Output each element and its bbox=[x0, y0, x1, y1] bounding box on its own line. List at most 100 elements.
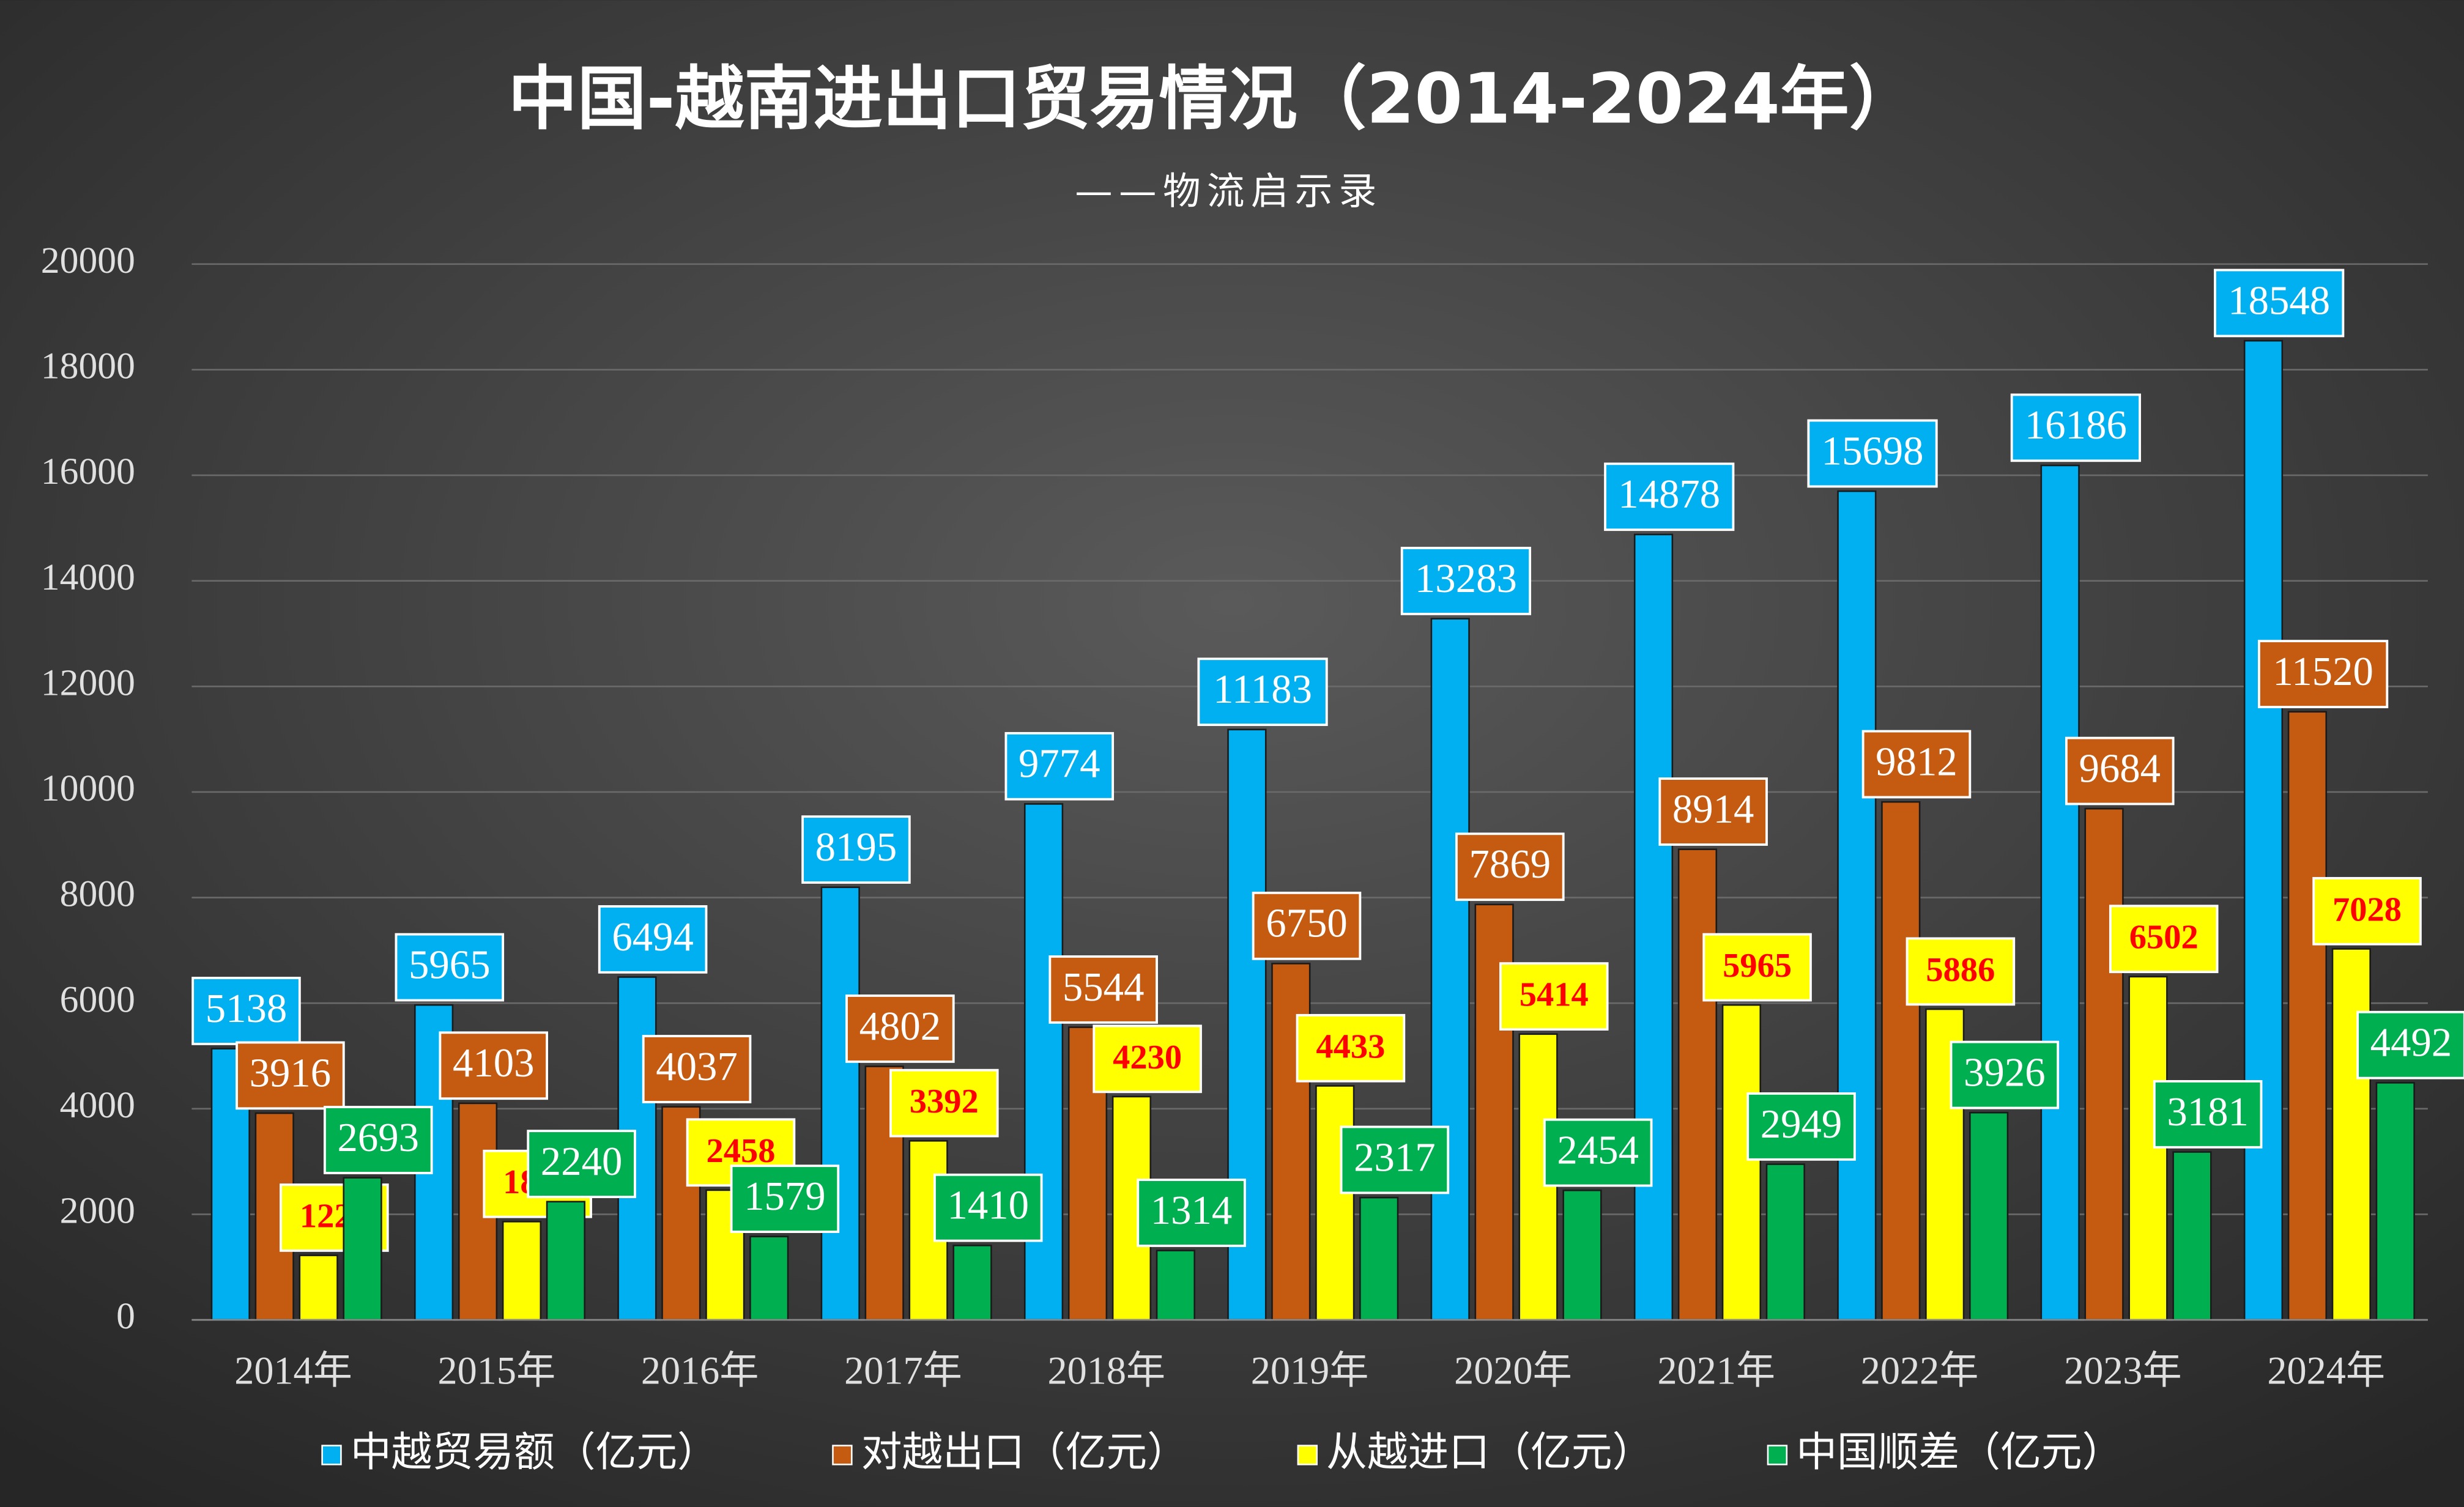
legend-label: 中国顺差（亿元） bbox=[1796, 1430, 2123, 1475]
data-label: 3916 bbox=[250, 1050, 332, 1095]
data-label: 7869 bbox=[1469, 842, 1551, 887]
data-label: 4037 bbox=[656, 1044, 738, 1089]
x-tick-label: 2014年 bbox=[234, 1349, 352, 1393]
data-label: 3926 bbox=[1964, 1050, 2046, 1095]
bar bbox=[749, 1235, 789, 1321]
bar bbox=[1315, 1085, 1355, 1321]
data-label-box bbox=[2010, 393, 2141, 462]
data-label: 1410 bbox=[947, 1183, 1029, 1228]
y-tick-label: 20000 bbox=[41, 240, 135, 281]
bar bbox=[1969, 1111, 2009, 1321]
bar bbox=[1765, 1163, 1805, 1321]
data-label-box bbox=[1048, 955, 1158, 1024]
data-label-box bbox=[1861, 730, 1972, 799]
data-label-box bbox=[1455, 832, 1565, 902]
data-label-box bbox=[1197, 657, 1328, 727]
data-label-box bbox=[395, 933, 505, 1002]
data-label-box bbox=[1137, 1179, 1246, 1247]
data-label: 16186 bbox=[2025, 402, 2127, 448]
data-label: 11520 bbox=[2273, 649, 2373, 694]
bar bbox=[2331, 948, 2371, 1321]
y-tick-label: 10000 bbox=[41, 768, 135, 809]
data-label-box bbox=[933, 1173, 1043, 1242]
data-label: 5414 bbox=[1520, 976, 1589, 1014]
data-label-box bbox=[191, 977, 301, 1045]
data-label: 18548 bbox=[2228, 278, 2330, 323]
bar bbox=[820, 886, 860, 1321]
bar bbox=[1562, 1189, 1602, 1321]
data-label: 2949 bbox=[1761, 1102, 1842, 1147]
bar bbox=[1837, 490, 1877, 1321]
data-label-box bbox=[2312, 876, 2422, 946]
bar bbox=[1359, 1196, 1399, 1321]
y-tick-label: 0 bbox=[116, 1295, 135, 1337]
data-label: 5965 bbox=[409, 942, 491, 987]
data-label: 7028 bbox=[2332, 891, 2402, 928]
data-label-box bbox=[439, 1031, 549, 1100]
y-tick-label: 4000 bbox=[60, 1084, 135, 1126]
bar bbox=[343, 1177, 382, 1321]
legend-label: 对越出口（亿元） bbox=[861, 1430, 1188, 1475]
bar bbox=[2172, 1151, 2212, 1321]
data-label-box bbox=[889, 1068, 999, 1138]
y-tick-label: 6000 bbox=[60, 979, 135, 1020]
data-label-box bbox=[1746, 1092, 1856, 1161]
data-label: 8195 bbox=[815, 824, 897, 870]
bar bbox=[1881, 801, 1921, 1321]
x-tick-label: 2022年 bbox=[1861, 1349, 1979, 1393]
bar bbox=[2040, 464, 2080, 1321]
x-tick-label: 2017年 bbox=[844, 1349, 962, 1393]
data-label: 2240 bbox=[541, 1139, 623, 1184]
data-label-box bbox=[2356, 1010, 2464, 1079]
bar bbox=[952, 1245, 992, 1321]
data-label: 4492 bbox=[2370, 1020, 2452, 1065]
data-label-box bbox=[1252, 891, 1362, 960]
bar bbox=[908, 1140, 948, 1321]
chart-title: 中国-越南进出口贸易情况（2014-2024年） bbox=[508, 59, 1918, 139]
data-label: 5886 bbox=[1926, 951, 1995, 989]
data-label-box bbox=[1906, 937, 2016, 1006]
data-label-box bbox=[2065, 736, 2175, 805]
data-label: 13283 bbox=[1415, 556, 1517, 601]
chart-subtitle: ——物流启示录 bbox=[1075, 169, 1382, 213]
data-label-box bbox=[1950, 1040, 2060, 1109]
y-tick-label: 18000 bbox=[41, 346, 135, 387]
data-label-box bbox=[2109, 905, 2219, 974]
data-label: 14878 bbox=[1618, 472, 1720, 517]
data-label-box bbox=[2214, 268, 2345, 338]
y-tick-label: 12000 bbox=[41, 662, 135, 703]
x-tick-label: 2016年 bbox=[641, 1349, 759, 1393]
data-label: 2693 bbox=[338, 1115, 420, 1160]
data-label-box bbox=[1400, 547, 1532, 615]
legend-swatch bbox=[1297, 1445, 1318, 1465]
data-label: 2458 bbox=[706, 1132, 775, 1170]
data-label: 2317 bbox=[1354, 1135, 1436, 1180]
x-tick-label: 2018年 bbox=[1048, 1349, 1166, 1393]
data-label-box bbox=[527, 1130, 636, 1198]
data-label: 5965 bbox=[1723, 947, 1792, 985]
bar bbox=[2084, 807, 2124, 1321]
legend-swatch bbox=[1767, 1445, 1788, 1465]
data-label: 9812 bbox=[1876, 739, 1957, 784]
data-label-box bbox=[1543, 1118, 1653, 1187]
data-label: 6502 bbox=[2129, 919, 2199, 957]
data-label: 4802 bbox=[859, 1004, 941, 1049]
y-tick-label: 14000 bbox=[41, 557, 135, 598]
bar bbox=[2287, 711, 2328, 1321]
x-tick-label: 2023年 bbox=[2064, 1349, 2182, 1393]
x-tick-label: 2024年 bbox=[2267, 1349, 2385, 1393]
data-label: 8914 bbox=[1672, 787, 1754, 832]
bar bbox=[1156, 1250, 1195, 1321]
legend-swatch bbox=[832, 1445, 853, 1465]
data-label-box bbox=[324, 1106, 433, 1174]
data-label-box bbox=[2153, 1079, 2263, 1149]
bar bbox=[1677, 848, 1718, 1321]
data-label: 15698 bbox=[1822, 428, 1924, 473]
data-label-box bbox=[1604, 462, 1735, 531]
data-label-box bbox=[1340, 1125, 1450, 1194]
data-label: 6750 bbox=[1266, 901, 1348, 946]
legend-label: 从越进口（亿元） bbox=[1326, 1430, 1653, 1475]
data-label-box bbox=[1296, 1013, 1406, 1083]
data-label: 3181 bbox=[2167, 1089, 2249, 1135]
legend-swatch bbox=[321, 1445, 342, 1465]
